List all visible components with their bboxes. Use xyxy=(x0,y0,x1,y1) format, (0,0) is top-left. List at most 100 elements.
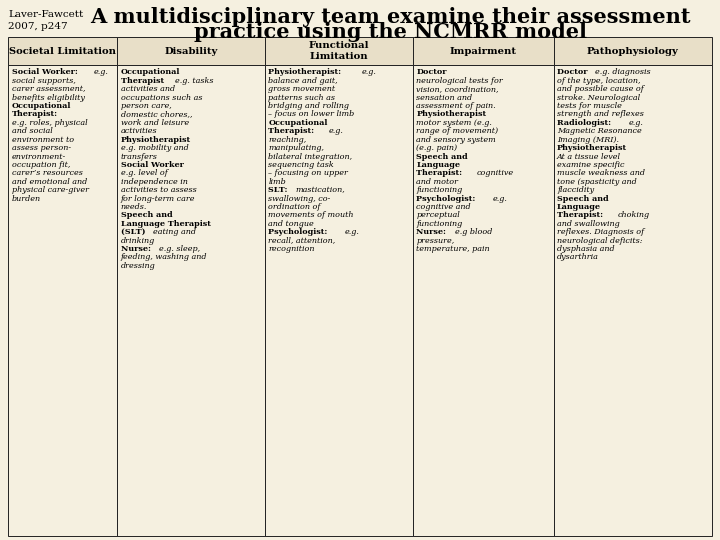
Text: dysphasia and: dysphasia and xyxy=(557,245,615,253)
Text: Occupational: Occupational xyxy=(12,102,71,110)
Bar xyxy=(8,37,117,65)
Text: Occupational: Occupational xyxy=(121,69,180,77)
Text: recall, attention,: recall, attention, xyxy=(269,237,336,245)
Text: patterns such as: patterns such as xyxy=(269,93,336,102)
Text: and social: and social xyxy=(12,127,53,136)
Text: muscle weakness and: muscle weakness and xyxy=(557,170,645,177)
Text: sensation and: sensation and xyxy=(416,93,472,102)
Text: Therapist:: Therapist: xyxy=(269,127,318,136)
Text: e.g. mobility and: e.g. mobility and xyxy=(121,144,189,152)
Text: e.g. tasks: e.g. tasks xyxy=(176,77,214,85)
Text: Doctor: Doctor xyxy=(557,69,590,77)
Text: reaching,: reaching, xyxy=(269,136,307,144)
Text: Magnetic Resonance: Magnetic Resonance xyxy=(557,127,642,136)
Text: e.g blood: e.g blood xyxy=(454,228,492,236)
Text: e.g. sleep,: e.g. sleep, xyxy=(159,245,200,253)
Text: reflexes. Diagnosis of: reflexes. Diagnosis of xyxy=(557,228,644,236)
Text: Social Worker:: Social Worker: xyxy=(12,69,80,77)
Text: for long-term care: for long-term care xyxy=(121,194,195,202)
Text: Doctor: Doctor xyxy=(416,69,447,77)
Text: feeding, washing and: feeding, washing and xyxy=(121,253,207,261)
Text: recognition: recognition xyxy=(269,245,315,253)
Text: and swallowing: and swallowing xyxy=(557,220,620,228)
Text: A multidisciplinary team examine their assessment: A multidisciplinary team examine their a… xyxy=(90,7,690,27)
Text: Nurse:: Nurse: xyxy=(121,245,153,253)
Text: Social Worker: Social Worker xyxy=(121,161,184,169)
Text: mastication,: mastication, xyxy=(296,186,346,194)
Text: e.g.: e.g. xyxy=(94,69,109,77)
Text: transfers: transfers xyxy=(121,152,158,160)
Text: functioning: functioning xyxy=(416,186,462,194)
Text: Societal Limitation: Societal Limitation xyxy=(9,46,116,56)
Text: neurological deficits:: neurological deficits: xyxy=(557,237,643,245)
Bar xyxy=(413,65,554,536)
Text: dressing: dressing xyxy=(121,262,156,270)
Text: burden: burden xyxy=(12,194,40,202)
Text: carer’s resources: carer’s resources xyxy=(12,170,82,177)
Text: SLT:: SLT: xyxy=(269,186,291,194)
Bar xyxy=(8,65,117,536)
Text: (SLT): (SLT) xyxy=(121,228,148,236)
Text: movements of mouth: movements of mouth xyxy=(269,211,354,219)
Bar xyxy=(265,65,413,536)
Text: Speech and: Speech and xyxy=(121,211,172,219)
Text: occupation fit,: occupation fit, xyxy=(12,161,70,169)
Bar xyxy=(554,37,712,65)
Text: needs.: needs. xyxy=(121,203,147,211)
Text: and emotional and: and emotional and xyxy=(12,178,86,186)
Text: physical care-giver: physical care-giver xyxy=(12,186,89,194)
Text: Physiotherapist: Physiotherapist xyxy=(557,144,627,152)
Text: Physiotherapist: Physiotherapist xyxy=(121,136,191,144)
Text: cognitive: cognitive xyxy=(477,170,513,177)
Text: person care,: person care, xyxy=(121,102,171,110)
Text: Impairment: Impairment xyxy=(450,46,517,56)
Text: e.g.: e.g. xyxy=(493,194,508,202)
Text: e.g.: e.g. xyxy=(329,127,343,136)
Text: Speech and: Speech and xyxy=(557,194,608,202)
Text: Laver-Fawcett
2007, p247: Laver-Fawcett 2007, p247 xyxy=(8,10,84,31)
Text: Occupational: Occupational xyxy=(269,119,328,127)
Text: of the type, location,: of the type, location, xyxy=(557,77,641,85)
Text: Radiologist:: Radiologist: xyxy=(557,119,614,127)
Text: Language Therapist: Language Therapist xyxy=(121,220,210,228)
Text: motor system (e.g.: motor system (e.g. xyxy=(416,119,492,127)
Text: ordination of: ordination of xyxy=(269,203,321,211)
Text: Therapist:: Therapist: xyxy=(12,111,58,118)
Text: independence in: independence in xyxy=(121,178,187,186)
Text: – focus on lower limb: – focus on lower limb xyxy=(269,111,355,118)
Text: assessment of pain.: assessment of pain. xyxy=(416,102,496,110)
Text: vision, coordination,: vision, coordination, xyxy=(416,85,499,93)
Text: neurological tests for: neurological tests for xyxy=(416,77,503,85)
Text: stroke. Neurological: stroke. Neurological xyxy=(557,93,640,102)
Text: work and leisure: work and leisure xyxy=(121,119,189,127)
Text: domestic chores,,: domestic chores,, xyxy=(121,111,192,118)
Text: assess person-: assess person- xyxy=(12,144,71,152)
Bar xyxy=(117,37,265,65)
Text: e.g. level of: e.g. level of xyxy=(121,170,167,177)
Bar xyxy=(413,37,554,65)
Text: activities: activities xyxy=(121,127,157,136)
Text: eating and: eating and xyxy=(153,228,197,236)
Text: gross movement: gross movement xyxy=(269,85,336,93)
Text: Psychologist:: Psychologist: xyxy=(269,228,330,236)
Text: Language: Language xyxy=(557,203,601,211)
Text: swallowing, co-: swallowing, co- xyxy=(269,194,330,202)
Text: environment to: environment to xyxy=(12,136,73,144)
Text: and tongue: and tongue xyxy=(269,220,314,228)
Text: e.g.: e.g. xyxy=(629,119,643,127)
Text: Therapist: Therapist xyxy=(121,77,166,85)
Text: e.g. diagnosis: e.g. diagnosis xyxy=(595,69,651,77)
Text: Pathophysiology: Pathophysiology xyxy=(587,46,679,56)
Text: Language: Language xyxy=(416,161,460,169)
Text: Psychologist:: Psychologist: xyxy=(416,194,478,202)
Text: range of movement): range of movement) xyxy=(416,127,498,136)
Text: Therapist:: Therapist: xyxy=(416,170,465,177)
Text: activities to assess: activities to assess xyxy=(121,186,197,194)
Text: tests for muscle: tests for muscle xyxy=(557,102,622,110)
Text: Physiotherapist: Physiotherapist xyxy=(416,111,487,118)
Text: practice using the NCMRR model: practice using the NCMRR model xyxy=(194,22,587,42)
Text: At a tissue level: At a tissue level xyxy=(557,152,621,160)
Text: choking: choking xyxy=(617,211,649,219)
Text: drinking: drinking xyxy=(121,237,155,245)
Text: temperature, pain: temperature, pain xyxy=(416,245,490,253)
